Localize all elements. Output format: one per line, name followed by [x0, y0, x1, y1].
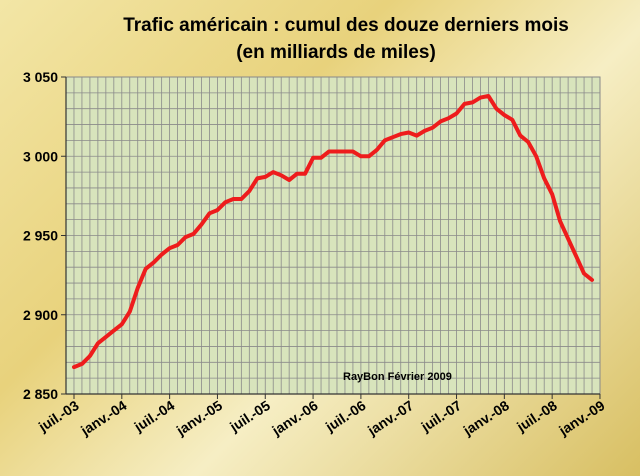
data-point	[312, 156, 315, 159]
series-line	[72, 94, 594, 370]
data-point	[575, 255, 578, 258]
data-point	[128, 310, 131, 313]
x-tick-label: janv.-08	[460, 397, 513, 439]
gridlines	[65, 76, 601, 395]
y-tick-label: 2 950	[23, 228, 58, 244]
x-tick-label: janv.-04	[77, 397, 130, 439]
data-point	[551, 193, 554, 196]
data-point	[104, 335, 107, 338]
data-point	[527, 140, 530, 143]
data-point	[272, 171, 275, 174]
data-point	[391, 136, 394, 139]
data-point	[224, 201, 227, 204]
chart-title-line1: Trafic américain : cumul des douze derni…	[123, 15, 569, 36]
data-point	[351, 150, 354, 153]
data-point	[304, 172, 307, 175]
x-tick-label: juil.-08	[513, 397, 560, 435]
data-point	[431, 126, 434, 129]
data-point	[160, 253, 163, 256]
x-tick-label: janv.-09	[555, 397, 608, 439]
data-point	[495, 107, 498, 110]
data-point	[288, 179, 291, 182]
x-tick-label: juil.-06	[322, 397, 369, 435]
data-point	[359, 155, 362, 158]
data-point	[487, 95, 490, 98]
data-point	[176, 244, 179, 247]
data-point	[248, 190, 251, 193]
data-point	[73, 366, 76, 369]
data-point	[208, 212, 211, 215]
data-point	[503, 114, 506, 117]
data-point	[511, 118, 514, 121]
data-point	[343, 150, 346, 153]
data-point	[320, 156, 323, 159]
data-point	[367, 155, 370, 158]
chart-title: Trafic américain : cumul des douze derni…	[123, 15, 569, 63]
data-point	[471, 101, 474, 104]
data-point	[399, 133, 402, 136]
data-point	[280, 174, 283, 177]
data-point	[383, 139, 386, 142]
data-point	[144, 267, 147, 270]
data-point	[296, 172, 299, 175]
data-point	[407, 131, 410, 134]
data-point	[439, 120, 442, 123]
y-axis: 2 850 2 900 2 950 3 000 3 050	[23, 69, 67, 402]
x-tick-label: janv.-07	[364, 397, 417, 439]
x-tick-label: juil.-05	[226, 397, 273, 435]
chart-annotation: RayBon Février 2009	[343, 371, 452, 383]
data-point	[264, 175, 267, 178]
y-tick-label: 2 850	[23, 386, 58, 402]
data-point	[583, 272, 586, 275]
y-tick-label: 3 050	[23, 69, 58, 85]
data-point	[543, 177, 546, 180]
x-tick-label: janv.-05	[173, 397, 226, 439]
data-point	[455, 112, 458, 115]
data-point	[184, 236, 187, 239]
data-point	[136, 286, 139, 289]
data-point	[88, 354, 91, 357]
data-point	[192, 232, 195, 235]
data-point	[168, 247, 171, 250]
data-point	[423, 129, 426, 132]
data-point	[152, 261, 155, 264]
data-point	[200, 223, 203, 226]
data-point	[375, 148, 378, 151]
data-point	[96, 342, 99, 345]
data-point	[112, 329, 115, 332]
y-tick-label: 2 900	[23, 307, 58, 323]
data-point	[447, 117, 450, 120]
data-point	[335, 150, 338, 153]
x-tick-label: juil.-07	[417, 397, 464, 435]
data-point	[463, 102, 466, 105]
data-point	[120, 323, 123, 326]
data-point	[80, 362, 83, 365]
data-point	[328, 150, 331, 153]
x-tick-label: juil.-04	[131, 397, 178, 435]
data-point	[415, 134, 418, 137]
data-point	[240, 198, 243, 201]
data-point	[591, 278, 594, 281]
data-point	[519, 134, 522, 137]
x-tick-label: juil.-03	[35, 397, 82, 435]
data-point	[567, 237, 570, 240]
data-point	[256, 177, 259, 180]
data-point	[479, 96, 482, 99]
x-tick-label: janv.-06	[268, 397, 321, 439]
y-tick-label: 3 000	[23, 148, 58, 164]
chart-subtitle: (en milliards de miles)	[236, 42, 436, 63]
data-point	[535, 155, 538, 158]
data-point	[216, 209, 219, 212]
data-point	[232, 198, 235, 201]
data-point	[559, 220, 562, 223]
